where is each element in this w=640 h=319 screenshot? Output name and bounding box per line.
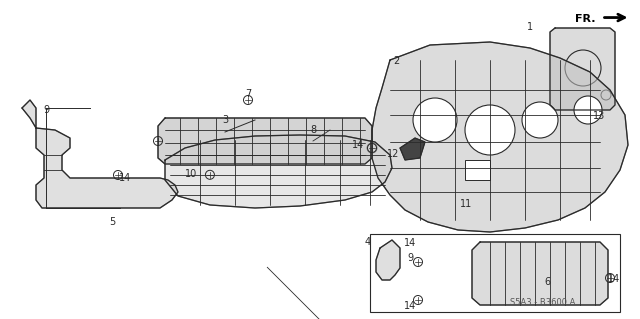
Text: 1: 1 <box>527 22 533 33</box>
Polygon shape <box>376 240 400 280</box>
Text: 11: 11 <box>460 198 472 209</box>
Polygon shape <box>550 28 615 110</box>
Text: 12: 12 <box>387 149 399 159</box>
Circle shape <box>574 96 602 124</box>
Polygon shape <box>400 138 425 160</box>
Circle shape <box>465 105 515 155</box>
Text: 7: 7 <box>245 89 252 99</box>
Bar <box>370 234 620 312</box>
Text: 14: 14 <box>352 140 365 150</box>
Text: 5: 5 <box>109 217 115 227</box>
Text: 14: 14 <box>118 173 131 183</box>
Text: 9: 9 <box>407 253 413 263</box>
Text: 14: 14 <box>608 274 621 284</box>
Text: 14: 14 <box>404 301 417 311</box>
Polygon shape <box>158 118 372 164</box>
Polygon shape <box>472 242 608 305</box>
Text: 10: 10 <box>184 169 197 179</box>
Polygon shape <box>165 135 392 208</box>
Polygon shape <box>22 100 178 208</box>
Text: 9: 9 <box>43 105 49 115</box>
Text: S5A3 - B3600 A: S5A3 - B3600 A <box>510 298 575 307</box>
Circle shape <box>413 98 457 142</box>
Text: 2: 2 <box>394 56 400 66</box>
Polygon shape <box>372 42 628 232</box>
Bar <box>465 160 490 180</box>
Text: 4: 4 <box>364 237 371 247</box>
Text: 3: 3 <box>222 115 228 125</box>
Circle shape <box>522 102 558 138</box>
Text: 13: 13 <box>593 111 605 122</box>
Text: 14: 14 <box>404 238 417 248</box>
Text: 6: 6 <box>544 277 550 287</box>
Text: FR.: FR. <box>575 14 595 24</box>
Text: 8: 8 <box>310 125 317 135</box>
